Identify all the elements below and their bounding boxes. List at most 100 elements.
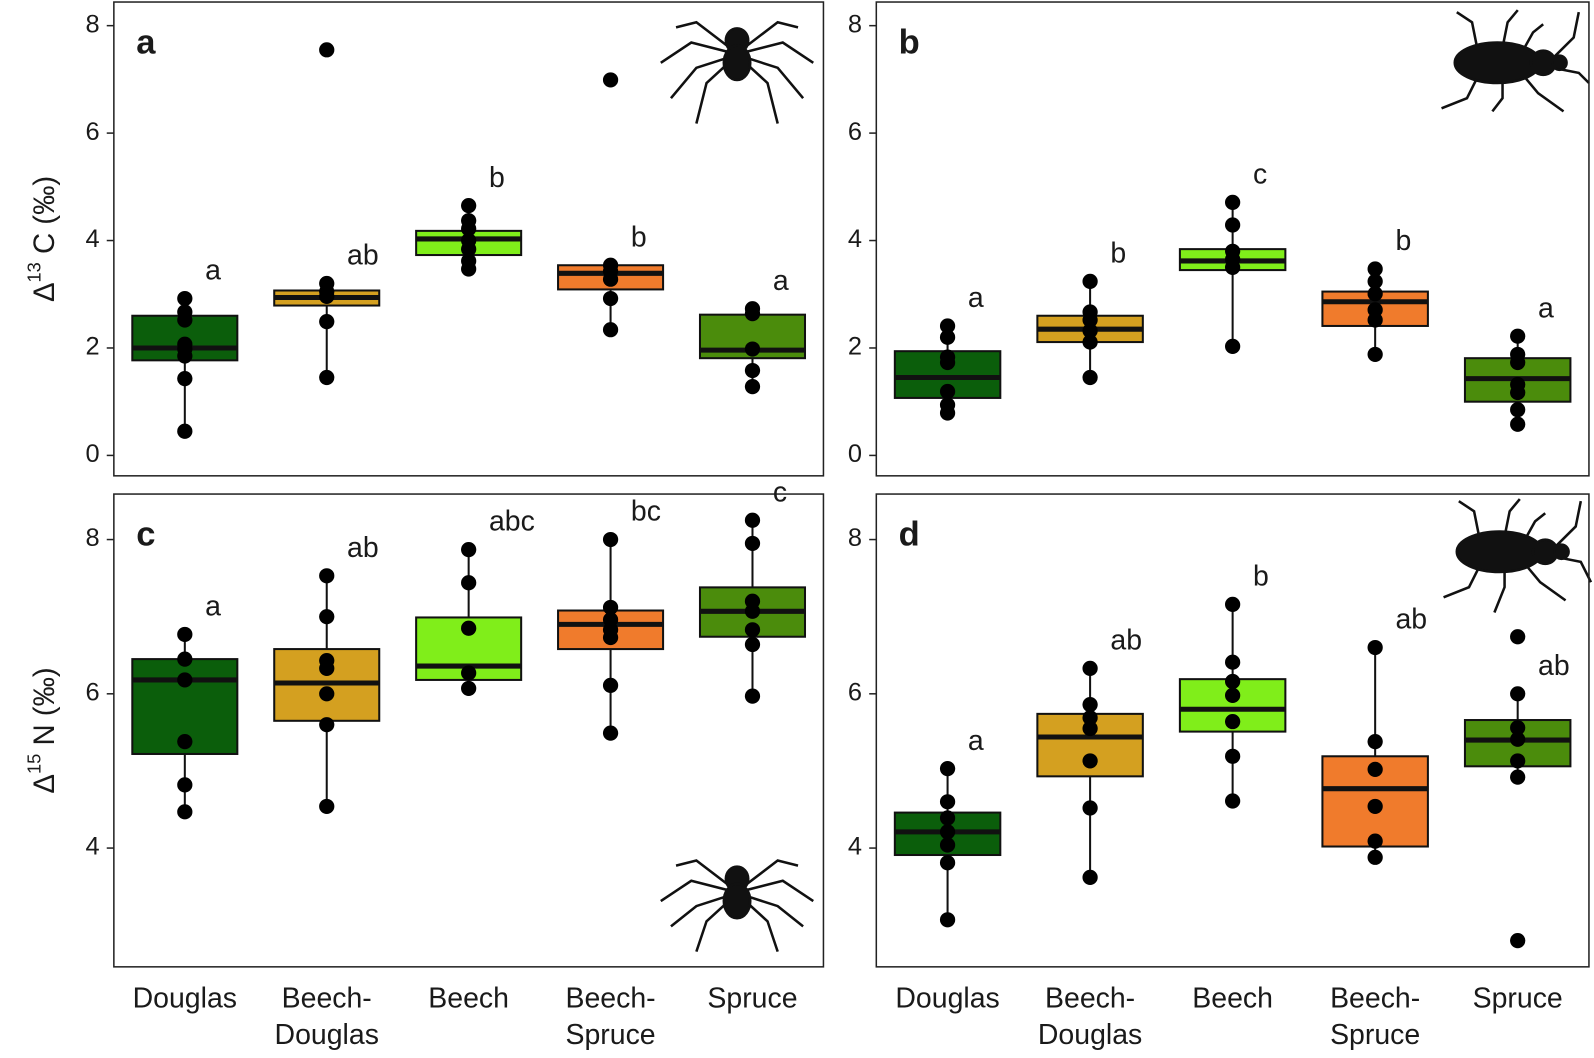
significance-letter: a: [968, 282, 984, 314]
data-point: [939, 383, 956, 400]
x-tick-label: Beech: [428, 983, 509, 1015]
y-axis-label-part: C (‰): [27, 176, 60, 262]
data-point: [177, 312, 193, 328]
significance-letter: bc: [631, 496, 661, 528]
y-tick-label: 0: [848, 440, 862, 468]
y-tick-label: 6: [85, 679, 99, 707]
y-tick-label: 4: [85, 225, 99, 253]
data-point: [744, 362, 761, 379]
x-tick-label: Beech-: [1330, 983, 1420, 1015]
beetle-icon: [1441, 9, 1590, 113]
data-point: [602, 271, 619, 287]
data-point: [939, 405, 956, 421]
y-tick-label: 4: [85, 833, 99, 861]
significance-letter: ab: [347, 240, 379, 272]
data-point: [1225, 654, 1241, 670]
data-point: [939, 329, 956, 345]
significance-letter: abc: [489, 506, 535, 538]
plot-frame: [113, 1, 825, 477]
y-axis-label-part: 15: [23, 754, 44, 774]
data-point: [461, 575, 477, 591]
data-point: [319, 660, 335, 676]
data-point: [1225, 748, 1241, 764]
plot-frame: [113, 493, 825, 968]
spider-icon: [660, 20, 814, 124]
data-point: [939, 855, 956, 871]
significance-letter: ab: [1110, 625, 1142, 657]
data-point: [1510, 629, 1526, 645]
beetle-icon: [1443, 498, 1593, 613]
data-point: [1082, 697, 1098, 713]
y-tick-label: 8: [85, 524, 99, 552]
data-point: [1225, 194, 1241, 210]
y-tick-label: 8: [85, 10, 99, 38]
data-point: [1082, 869, 1098, 885]
data-point: [177, 651, 193, 667]
data-point: [461, 261, 477, 277]
data-point: [744, 622, 761, 638]
data-point: [461, 620, 477, 636]
significance-letter: b: [1253, 561, 1269, 593]
data-point: [1510, 354, 1526, 371]
data-point: [744, 603, 761, 619]
data-point: [319, 288, 335, 304]
data-point: [319, 717, 335, 733]
data-point: [177, 348, 193, 364]
y-tick-label: 4: [848, 833, 862, 861]
data-point: [1082, 660, 1098, 676]
data-point: [1510, 753, 1526, 769]
x-tick-label: Beech-: [282, 983, 372, 1015]
data-point: [1225, 687, 1241, 703]
data-point: [177, 804, 193, 820]
y-axis-label-part: N (‰): [27, 667, 60, 753]
significance-letter: a: [773, 265, 789, 297]
panel-label: b: [899, 24, 920, 62]
data-point: [461, 665, 477, 681]
data-point: [1367, 639, 1383, 656]
data-point: [1510, 686, 1526, 702]
significance-letter: b: [1395, 225, 1411, 257]
data-point: [461, 221, 477, 237]
significance-letter: c: [773, 476, 787, 508]
x-tick-label: Spruce: [1330, 1019, 1420, 1051]
data-point: [177, 672, 193, 688]
data-point: [461, 241, 477, 257]
panel-label: c: [136, 516, 155, 554]
data-point: [744, 535, 761, 552]
data-point: [1225, 673, 1241, 690]
data-point: [319, 314, 335, 330]
data-point: [1367, 273, 1383, 289]
data-point: [1367, 312, 1383, 328]
x-tick-label: Beech-: [565, 983, 655, 1015]
data-point: [744, 379, 761, 395]
data-point: [177, 371, 193, 387]
data-point: [939, 354, 956, 371]
data-point: [939, 810, 956, 826]
data-point: [177, 423, 193, 439]
significance-letter: a: [968, 725, 984, 757]
data-point: [461, 680, 477, 697]
data-point: [744, 512, 761, 528]
significance-letter: c: [1253, 159, 1267, 191]
data-point: [744, 341, 761, 357]
data-point: [319, 609, 335, 625]
data-point: [939, 794, 956, 810]
data-point: [1225, 259, 1241, 275]
data-point: [1510, 416, 1526, 432]
data-point: [1367, 849, 1383, 865]
x-tick-label: Spruce: [707, 983, 797, 1015]
significance-letter: ab: [1538, 650, 1570, 682]
data-point: [1082, 273, 1098, 289]
data-point: [939, 761, 956, 777]
x-tick-label: Spruce: [565, 1019, 655, 1051]
data-point: [319, 568, 335, 584]
data-point: [939, 824, 956, 840]
data-point: [1082, 720, 1098, 737]
data-point: [1082, 800, 1098, 816]
significance-letter: ab: [1395, 604, 1427, 636]
data-point: [319, 798, 335, 815]
panel-label: d: [899, 516, 920, 554]
data-point: [1510, 731, 1526, 747]
data-point: [602, 290, 619, 307]
significance-letter: a: [205, 255, 221, 287]
